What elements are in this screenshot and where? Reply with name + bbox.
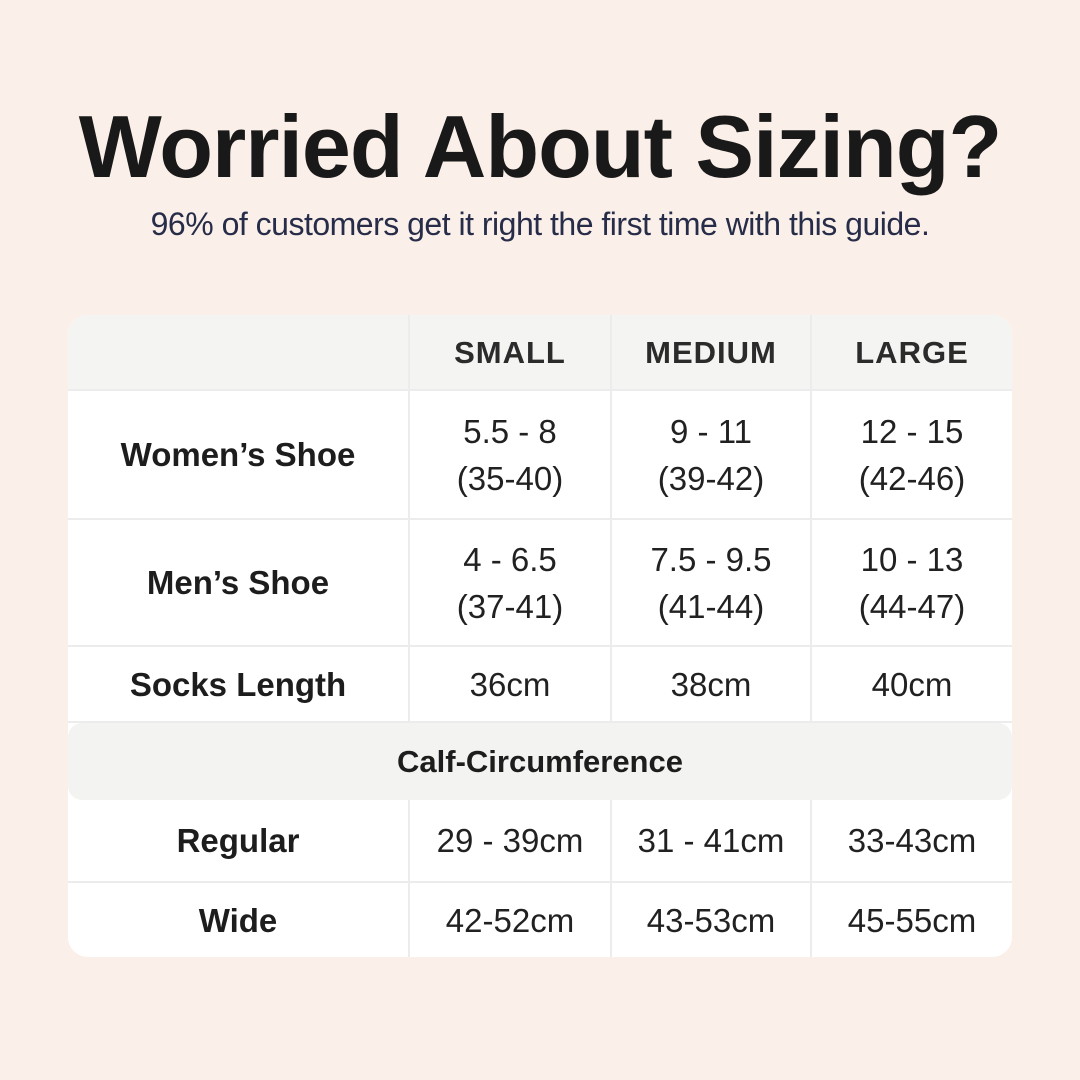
cell-value-line: 33-43cm (847, 822, 977, 859)
cell-wide-large: 45-55cm (812, 883, 1012, 957)
cell-value-line: 9 - 11 (670, 412, 752, 450)
page-title: Worried About Sizing? (78, 97, 1002, 196)
cell-regular-medium: 31 - 41cm (612, 800, 812, 881)
row-label: Socks Length (68, 647, 410, 721)
cell-value-line: 45-55cm (847, 901, 977, 939)
table-row-regular: Regular 29 - 39cm 31 - 41cm 33-43cm (68, 800, 1012, 883)
table-header-row: SMALL MEDIUM LARGE (68, 315, 1012, 391)
cell-value-line: 10 - 13 (860, 540, 964, 578)
cell-value-line: 31 - 41cm (637, 822, 785, 859)
row-label: Wide (68, 883, 410, 957)
cell-value-line: (44-47) (858, 587, 966, 625)
cell-regular-small: 29 - 39cm (410, 800, 612, 881)
header-cell-small: SMALL (410, 315, 612, 389)
page-subtitle: 96% of customers get it right the first … (150, 206, 930, 242)
cell-value-line: 40cm (871, 665, 953, 703)
cell-value-line: (41-44) (657, 587, 765, 625)
cell-value-line: (39-42) (657, 459, 765, 497)
cell-regular-large: 33-43cm (812, 800, 1012, 881)
cell-value-line: 12 - 15 (860, 412, 964, 450)
cell-womens-large: 12 - 15 (42-46) (812, 391, 1012, 518)
cell-value-line: 36cm (469, 665, 551, 703)
section-title: Calf-Circumference (397, 743, 683, 779)
cell-value-line: (37-41) (456, 587, 564, 625)
cell-wide-small: 42-52cm (410, 883, 612, 957)
table-row-womens-shoe: Women’s Shoe 5.5 - 8 (35-40) 9 - 11 (39-… (68, 391, 1012, 520)
row-label: Men’s Shoe (68, 520, 410, 645)
row-label: Women’s Shoe (68, 391, 410, 518)
cell-value-line: (42-46) (858, 459, 966, 497)
cell-value-line: (35-40) (456, 459, 564, 497)
table-row-socks-length: Socks Length 36cm 38cm 40cm (68, 647, 1012, 723)
cell-value-line: 5.5 - 8 (463, 412, 557, 450)
cell-mens-medium: 7.5 - 9.5 (41-44) (612, 520, 812, 645)
cell-value-line: 7.5 - 9.5 (650, 540, 772, 578)
cell-womens-small: 5.5 - 8 (35-40) (410, 391, 612, 518)
header-cell-empty (68, 315, 410, 389)
header-cell-large: LARGE (855, 334, 969, 370)
cell-mens-large: 10 - 13 (44-47) (812, 520, 1012, 645)
cell-womens-medium: 9 - 11 (39-42) (612, 391, 812, 518)
cell-value-line: 43-53cm (646, 901, 776, 939)
header-cell-medium: MEDIUM (612, 315, 812, 389)
cell-socks-large: 40cm (812, 647, 1012, 721)
cell-value-line: 42-52cm (445, 901, 575, 939)
size-table: SMALL MEDIUM LARGE Women’s Shoe 5.5 - 8 … (68, 315, 1012, 957)
cell-socks-medium: 38cm (612, 647, 812, 721)
row-label: Regular (68, 800, 410, 881)
table-row-mens-shoe: Men’s Shoe 4 - 6.5 (37-41) 7.5 - 9.5 (41… (68, 520, 1012, 647)
cell-wide-medium: 43-53cm (612, 883, 812, 957)
cell-socks-small: 36cm (410, 647, 612, 721)
table-row-wide: Wide 42-52cm 43-53cm 45-55cm (68, 883, 1012, 957)
section-header-calf-circumference: Calf-Circumference (68, 723, 1012, 800)
cell-value-line: 4 - 6.5 (463, 540, 557, 578)
cell-value-line: 38cm (670, 665, 752, 703)
cell-mens-small: 4 - 6.5 (37-41) (410, 520, 612, 645)
cell-value-line: 29 - 39cm (436, 822, 584, 859)
